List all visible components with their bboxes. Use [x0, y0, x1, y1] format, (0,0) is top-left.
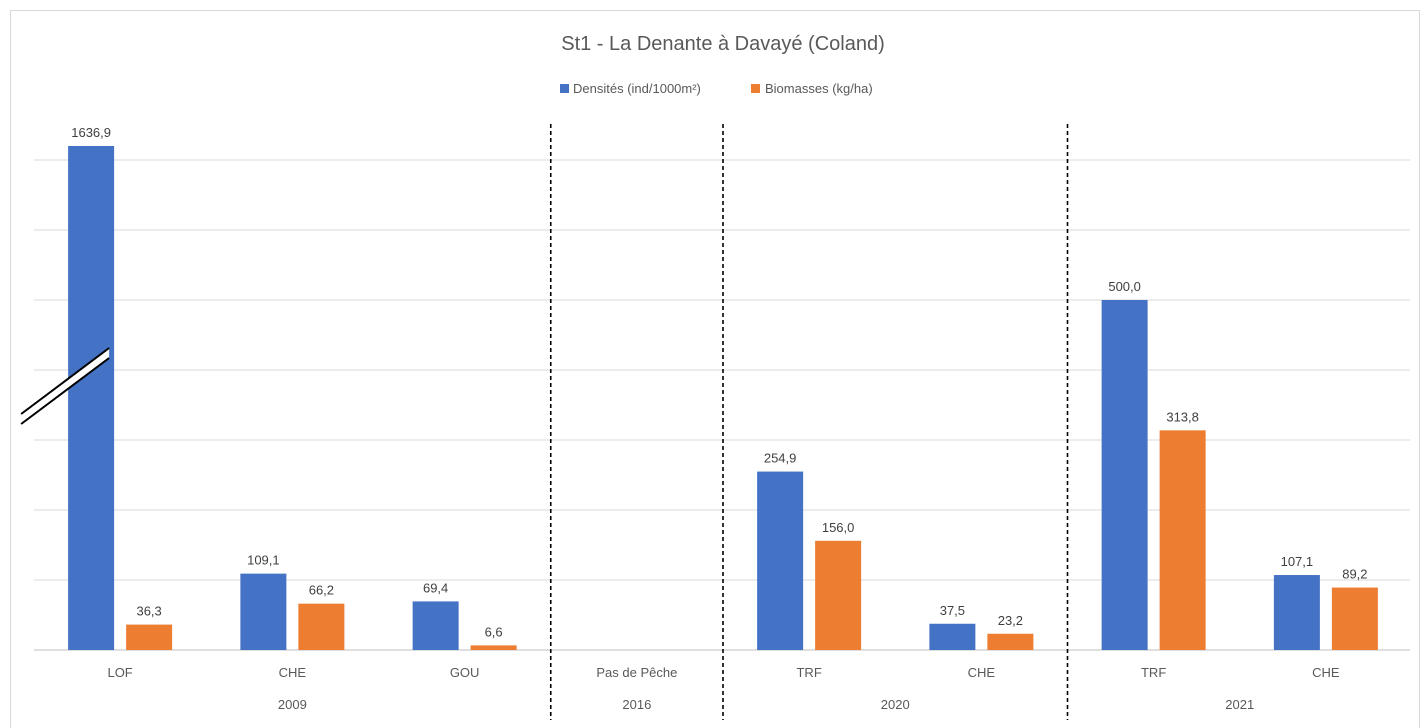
legend-label-densites: Densités (ind/1000m²) [573, 81, 701, 96]
bar-2020-trf-s1 [815, 540, 862, 650]
category-label: Pas de Pêche [596, 665, 677, 680]
year-label: 2009 [278, 697, 307, 712]
axis-break-line [20, 357, 110, 425]
data-label: 156,0 [822, 520, 855, 535]
year-separators [549, 124, 1069, 720]
data-label: 109,1 [247, 553, 280, 568]
bar-2020-che-s0 [929, 623, 976, 650]
category-label: LOF [107, 665, 132, 680]
bar-2021-che-s1 [1331, 587, 1378, 650]
bar-2009-lof-s1 [126, 624, 173, 650]
category-label: TRF [796, 665, 821, 680]
bar-2009-gou-s1 [470, 645, 517, 650]
legend-swatch-biomasses [751, 84, 760, 93]
bar-2009-gou-s0 [412, 601, 459, 650]
bar-2009-lof-s0 [68, 146, 115, 650]
category-label: CHE [279, 665, 307, 680]
data-label: 37,5 [940, 603, 965, 618]
data-label: 36,3 [136, 604, 161, 619]
legend: Densités (ind/1000m²) Biomasses (kg/ha) [560, 81, 873, 96]
data-label: 313,8 [1166, 409, 1199, 424]
data-label: 69,4 [423, 580, 448, 595]
chart-title: St1 - La Denante à Davayé (Coland) [561, 33, 885, 55]
bar-2021-trf-s1 [1159, 430, 1206, 650]
data-label: 23,2 [998, 613, 1023, 628]
axis-break-gap [21, 348, 110, 424]
data-label: 89,2 [1342, 567, 1367, 582]
data-label: 6,6 [485, 624, 503, 639]
legend-label-biomasses: Biomasses (kg/ha) [765, 81, 873, 96]
bars [68, 146, 1378, 650]
category-label: CHE [968, 665, 996, 680]
category-labels: LOF CHE GOU Pas de Pêche TRF CHE TRF CHE [107, 665, 1339, 680]
data-label: 254,9 [764, 451, 797, 466]
data-label: 500,0 [1108, 279, 1141, 294]
axis-break-line [20, 347, 110, 415]
year-labels: 2009 2016 2020 2021 [278, 697, 1254, 712]
year-label: 2021 [1225, 697, 1254, 712]
data-label: 66,2 [309, 583, 334, 598]
bar-2021-che-s0 [1273, 575, 1320, 650]
bar-2020-che-s1 [987, 633, 1034, 650]
bar-2020-trf-s0 [757, 471, 804, 650]
axis-break-marks [20, 347, 110, 425]
category-label: CHE [1312, 665, 1340, 680]
year-label: 2020 [881, 697, 910, 712]
category-label: TRF [1141, 665, 1166, 680]
bar-2009-che-s0 [240, 573, 287, 650]
bar-2021-trf-s0 [1101, 300, 1148, 650]
bar-2009-che-s1 [298, 603, 345, 650]
data-label: 1636,9 [71, 125, 111, 140]
chart-area [10, 10, 1420, 728]
category-label: GOU [450, 665, 480, 680]
legend-swatch-densites [560, 84, 569, 93]
year-label: 2016 [622, 697, 651, 712]
data-labels: 1636,9 36,3 109,1 66,2 69,4 6,6 254,9 156,0 37,5… [71, 125, 1367, 639]
data-label: 107,1 [1281, 554, 1314, 569]
